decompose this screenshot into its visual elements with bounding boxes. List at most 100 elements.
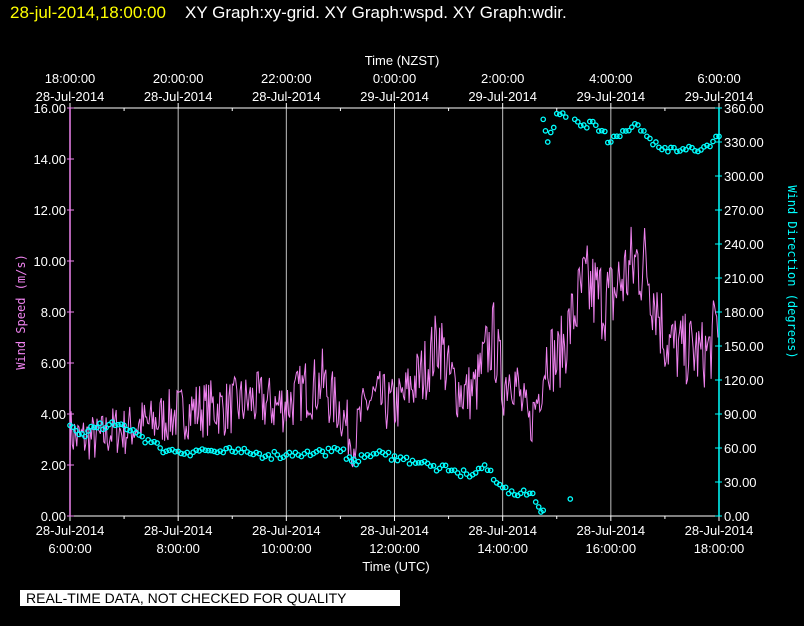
bottom-tick-date: 28-Jul-2014 [685,523,754,538]
left-tick-label: 4.00 [41,407,66,422]
wind-direction-marker [508,488,515,494]
wind-direction-marker [346,454,353,460]
wind-direction-marker [124,426,130,433]
wind-direction-marker [589,118,596,125]
wind-direction-marker [532,499,539,505]
wind-direction-marker [220,449,227,456]
wind-direction-marker [665,148,671,155]
wind-direction-marker [85,428,91,434]
wind-direction-marker [94,424,100,431]
wind-direction-marker [499,484,506,491]
top-tick-date: 28-Jul-2014 [144,89,213,104]
wind-direction-marker [647,135,653,142]
right-tick-label: 150.00 [724,339,764,354]
wind-direction-marker [620,128,626,134]
bottom-axis-label: Time (UTC) [362,559,429,574]
wind-direction-marker [70,424,76,431]
wind-direction-marker [520,487,527,494]
wind-direction-marker [547,129,554,136]
wind-direction-marker [238,449,245,456]
wind-direction-marker [121,422,127,429]
wind-direction-marker [73,427,79,434]
left-tick-label: 14.00 [33,152,66,167]
wind-direction-marker [253,449,260,456]
wind-direction-marker [322,452,329,459]
wind-direction-marker [268,456,275,462]
wind-direction-marker [271,448,278,455]
wind-direction-marker [550,124,557,131]
wind-direction-marker [286,449,293,456]
wind-direction-marker [163,448,169,455]
wind-direction-marker [692,147,698,154]
right-tick-label: 90.00 [724,407,757,422]
wind-direction-marker [583,124,590,131]
top-tick-time: 18:00:00 [45,71,96,86]
wind-direction-marker [710,138,716,145]
wind-direction-marker [445,467,452,474]
wind-direction-marker [529,490,536,497]
left-tick-label: 2.00 [41,458,66,473]
wind-direction-marker [604,139,611,146]
wind-direction-marker [436,465,443,472]
wind-direction-marker [148,439,154,446]
wind-direction-marker [151,438,157,445]
top-tick-date: 29-Jul-2014 [577,89,646,104]
wind-direction-marker [229,448,236,455]
header-timestamp: 28-jul-2014,18:00:00 [10,3,166,22]
wind-direction-marker [439,462,446,469]
bottom-tick-time: 18:00:00 [694,541,745,556]
wind-direction-marker [340,446,347,453]
wind-direction-marker [496,481,503,488]
wind-direction-marker [82,433,88,440]
wind-direction-marker [256,450,263,457]
wind-direction-marker [427,463,434,469]
wind-direction-marker [319,448,326,455]
bottom-tick-time: 6:00:00 [48,541,91,556]
wind-direction-marker [412,460,419,466]
wind-direction-marker [76,431,82,438]
bottom-tick-date: 28-Jul-2014 [36,523,105,538]
wind-direction-marker [626,127,632,134]
wind-direction-marker [616,133,623,140]
wind-direction-marker [487,467,494,474]
wind-direction-marker [355,458,362,465]
wind-direction-marker [641,128,647,134]
wind-direction-marker [638,127,644,134]
right-tick-label: 240.00 [724,237,764,252]
wind-direction-marker [553,110,560,117]
left-tick-label: 16.00 [33,101,66,116]
wind-direction-marker [472,470,479,476]
wind-direction-marker [610,133,617,140]
wind-direction-marker [403,454,410,461]
wind-direction-marker [713,133,719,140]
wind-direction-marker [289,452,296,459]
wind-direction-marker [172,448,179,455]
wind-direction-marker [142,439,148,446]
wind-direction-marker [211,448,218,455]
top-tick-time: 0:00:00 [373,71,416,86]
wind-direction-marker [388,457,395,463]
right-tick-label: 60.00 [724,441,757,456]
wind-direction-marker [187,452,194,459]
wind-direction-marker [511,491,518,498]
wind-direction-marker [707,143,713,150]
wind-direction-marker [671,144,677,151]
wind-direction-marker [540,116,547,123]
wind-direction-marker [607,139,614,145]
wind-direction-marker [481,462,488,468]
wind-direction-marker [130,427,136,433]
wind-direction-marker [592,122,599,129]
wind-direction-marker [139,433,145,440]
wind-direction-marker [208,447,215,454]
wind-direction-marker [716,133,722,140]
wind-direction-marker [178,450,185,457]
wind-direction-marker [370,450,377,457]
wind-direction-marker [91,424,97,431]
wind-direction-marker [526,490,533,497]
bottom-tick-time: 8:00:00 [156,541,199,556]
wind-direction-marker [351,456,357,463]
right-tick-label: 210.00 [724,271,764,286]
wind-direction-marker [160,449,166,456]
wind-direction-marker [223,445,230,452]
